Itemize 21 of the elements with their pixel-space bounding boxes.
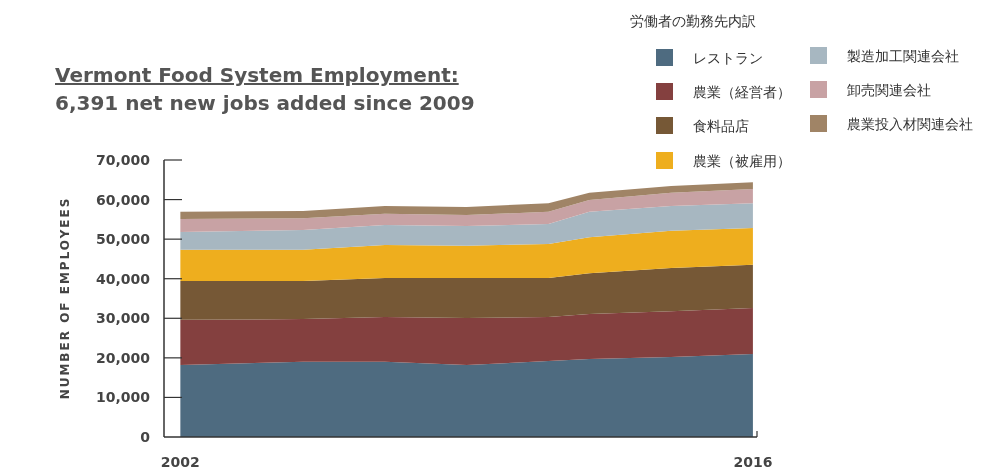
legend-title: 労働者の勤務先内訳 — [630, 13, 756, 29]
y-tick-label: 20,000 — [95, 349, 151, 366]
y-tick-label: 0 — [140, 429, 151, 445]
legend-label: 農業投入材関連会社 — [847, 116, 973, 132]
legend-label: 食料品店 — [693, 118, 749, 134]
legend-label: 農業（被雇用） — [693, 153, 791, 169]
y-tick-label: 70,000 — [95, 152, 151, 168]
x-tick-label: 2002 — [160, 454, 200, 470]
y-tick-label: 40,000 — [95, 270, 151, 287]
legend-label: 卸売関連会社 — [847, 82, 931, 98]
chart-subtitle: 6,391 net new jobs added since 2009 — [55, 91, 475, 115]
x-tick-label: 2016 — [733, 454, 773, 470]
legend-label: 製造加工関連会社 — [847, 48, 959, 64]
legend-label: レストラン — [693, 50, 763, 66]
legend-label: 農業（経営者） — [693, 84, 791, 100]
y-tick-label: 60,000 — [95, 191, 151, 208]
y-axis-title: NUMBER OF EMPLOYEES — [58, 196, 72, 400]
y-tick-label: 30,000 — [95, 310, 151, 327]
y-tick-label: 50,000 — [95, 231, 151, 248]
y-tick-label: 10,000 — [95, 389, 151, 406]
chart-title: Vermont Food System Employment: — [55, 63, 459, 87]
